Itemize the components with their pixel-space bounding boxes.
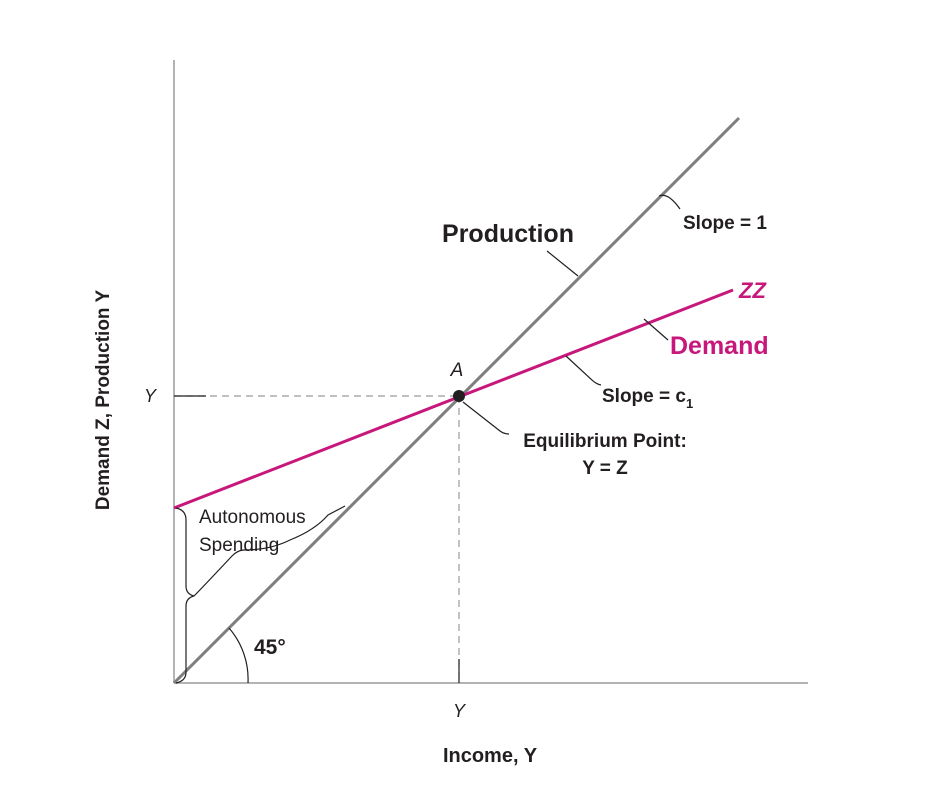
demand-leader — [643, 318, 669, 341]
slope-c1-label: Slope = c1 — [602, 386, 693, 411]
y-axis-title: Demand Z, Production Y — [93, 290, 114, 511]
angle-arc — [228, 627, 249, 684]
slope-one-label: Slope = 1 — [683, 213, 767, 234]
production-label: Production — [442, 220, 574, 248]
equilibrium-point — [453, 390, 465, 402]
autonomous-leader — [193, 505, 346, 597]
slope-c1-leader — [565, 355, 602, 386]
angle-label: 45° — [254, 636, 286, 659]
slope-one-leader — [658, 194, 681, 210]
autonomous-spending-brace — [175, 507, 195, 684]
equilibrium-leader — [462, 401, 510, 435]
autonomous-label-line2: Spending — [199, 535, 279, 556]
demand-zz-line — [173, 288, 734, 510]
y-axis-tick-label: Y — [144, 386, 158, 406]
demand-label: Demand — [670, 332, 769, 360]
slope-c1-subscript: 1 — [686, 396, 693, 411]
x-axis-title: Income, Y — [443, 745, 538, 767]
equilibrium-label-line2: Y = Z — [582, 458, 628, 479]
slope-c1-text: Slope = c — [602, 386, 686, 407]
point-a-label: A — [450, 360, 464, 381]
autonomous-label-line1: Autonomous — [199, 507, 306, 528]
x-axis-tick-label: Y — [453, 701, 467, 721]
zz-label: ZZ — [738, 278, 767, 303]
production-leader — [546, 250, 579, 277]
equilibrium-label-line1: Equilibrium Point: — [523, 431, 687, 452]
